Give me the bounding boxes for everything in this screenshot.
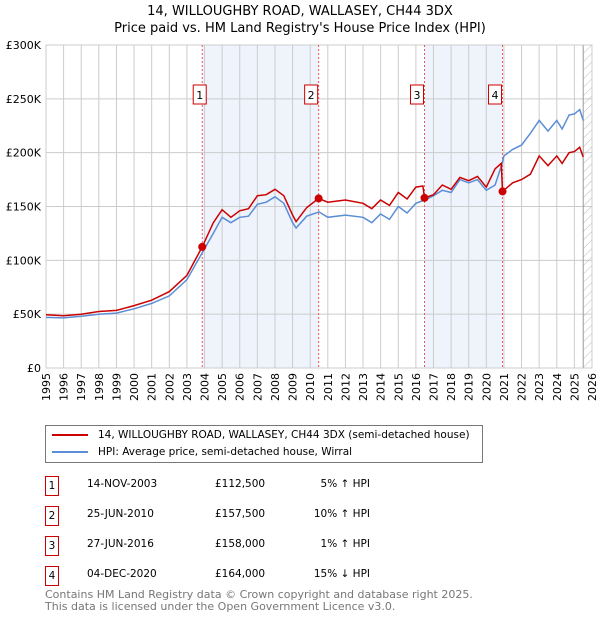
sale-price: £158,000 — [215, 538, 266, 550]
x-tick-label: 2002 — [163, 373, 176, 401]
sale-date: 25-JUN-2010 — [87, 508, 154, 520]
series-line — [45, 108, 584, 319]
x-tick-label: 1997 — [75, 373, 88, 401]
licence-note: This data is licensed under the Open Gov… — [45, 599, 396, 613]
x-tick-label: 2009 — [287, 373, 300, 401]
y-tick-label: £0 — [27, 362, 41, 375]
x-tick-label: 2001 — [146, 373, 159, 401]
x-tick-label: 2018 — [445, 373, 458, 401]
sale-badge — [410, 84, 425, 105]
sale-price: £157,500 — [215, 508, 266, 520]
x-tick-label: 1996 — [58, 373, 71, 401]
y-tick-label: £150K — [6, 201, 42, 214]
copyright-note: Contains HM Land Registry data © Crown c… — [45, 588, 473, 601]
x-tick-label: 2017 — [427, 373, 440, 401]
forecast-hatch — [583, 45, 592, 368]
y-tick-label: £100K — [6, 254, 42, 267]
legend-item-property: 14, WILLOUGHBY ROAD, WALLASEY, CH44 3DX … — [52, 429, 470, 441]
x-tick-label: 2023 — [533, 373, 546, 401]
x-tick-label: 2006 — [234, 373, 247, 401]
x-tick-label: 2016 — [410, 373, 423, 401]
sale-date: 04-DEC-2020 — [87, 568, 157, 580]
x-tick-label: 2014 — [375, 373, 388, 401]
sale-point — [314, 194, 323, 203]
x-tick-label: 2012 — [339, 373, 352, 401]
x-tick-label: 2007 — [251, 373, 264, 401]
sale-badge: 4 — [45, 566, 59, 586]
x-tick-label: 2010 — [304, 373, 317, 401]
legend-label: HPI: Average price, semi-detached house,… — [98, 446, 353, 458]
x-tick-label: 2003 — [181, 373, 194, 401]
sale-badge-label: 3 — [414, 89, 421, 102]
sale-point — [198, 242, 207, 251]
legend-swatch-red — [52, 434, 88, 436]
sale-hpi-delta: 1% ↑ HPI — [320, 538, 370, 550]
sale-price: £112,500 — [215, 478, 266, 490]
legend: 14, WILLOUGHBY ROAD, WALLASEY, CH44 3DX … — [45, 425, 483, 463]
sale-hpi-delta: 15% ↓ HPI — [313, 568, 370, 580]
x-tick-label: 2025 — [568, 373, 581, 401]
sale-hpi-delta: 5% ↑ HPI — [320, 478, 370, 490]
x-tick-label: 1999 — [110, 373, 123, 401]
sale-badge-label: 2 — [308, 89, 315, 102]
y-tick-label: £200K — [6, 147, 42, 160]
sale-date: 27-JUN-2016 — [87, 538, 154, 550]
x-tick-label: 2022 — [516, 373, 529, 401]
sale-badge: 3 — [45, 536, 59, 556]
legend-item-hpi: HPI: Average price, semi-detached house,… — [52, 446, 352, 458]
x-tick-label: 2011 — [322, 373, 335, 401]
legend-swatch-blue — [52, 451, 88, 453]
sale-badge — [304, 84, 319, 105]
legend-label: 14, WILLOUGHBY ROAD, WALLASEY, CH44 3DX … — [98, 429, 470, 441]
chart-subtitle: Price paid vs. HM Land Registry's House … — [114, 21, 486, 36]
sale-price: £164,000 — [215, 568, 266, 580]
sale-point — [420, 193, 429, 202]
sale-badge — [488, 84, 503, 105]
sale-badge — [192, 84, 207, 105]
sale-badge: 2 — [45, 506, 59, 526]
sale-badge-label: 4 — [492, 89, 499, 102]
x-tick-label: 2013 — [357, 373, 370, 401]
x-tick-label: 2015 — [392, 373, 405, 401]
x-tick-label: 2004 — [199, 373, 212, 401]
x-tick-label: 2005 — [216, 373, 229, 401]
y-tick-label: £250K — [6, 93, 42, 106]
x-tick-label: 1998 — [93, 373, 106, 401]
x-tick-label: 2019 — [463, 373, 476, 401]
sale-badge-label: 1 — [196, 89, 203, 102]
sale-point — [498, 187, 507, 196]
x-tick-label: 2020 — [480, 373, 493, 401]
sale-hpi-delta: 10% ↑ HPI — [313, 508, 370, 520]
x-tick-label: 2000 — [128, 373, 141, 401]
x-tick-label: 2021 — [498, 373, 511, 401]
x-tick-label: 1995 — [40, 373, 53, 401]
chart-title: 14, WILLOUGHBY ROAD, WALLASEY, CH44 3DX — [147, 4, 453, 19]
line-chart: 1995 1996 1997 1998 1999 2000 2001 2002 2003 2004… — [6, 39, 599, 401]
footer: Contains HM Land Registry data © Crown c… — [45, 589, 473, 612]
sale-date: 14-NOV-2003 — [87, 478, 158, 490]
x-tick-label: 2008 — [269, 373, 282, 401]
sale-badge: 1 — [45, 476, 59, 496]
x-tick-label: 2026 — [586, 373, 599, 401]
y-tick-label: £50K — [13, 308, 42, 321]
y-tick-label: £300K — [6, 39, 42, 52]
x-tick-label: 2024 — [551, 373, 564, 401]
